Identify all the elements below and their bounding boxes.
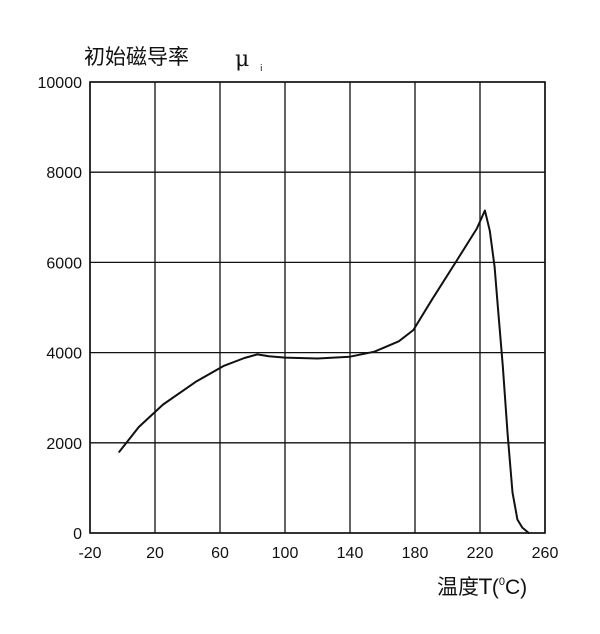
x-tick-label: 140	[337, 545, 364, 562]
x-tick-label: 20	[146, 545, 164, 562]
title-mu-subscript: i	[260, 64, 263, 74]
x-tick-label: 60	[211, 545, 229, 562]
title-mu-symbol: μ	[235, 47, 249, 72]
x-axis-tick-labels: -20 20 60 100 140 180 220 260	[78, 545, 558, 562]
x-tick-label: 100	[272, 545, 299, 562]
x-axis-unit-superscript: 0	[499, 576, 505, 588]
x-tick-label: 180	[402, 545, 429, 562]
y-tick-label: 6000	[46, 255, 82, 272]
plot-frame	[89, 81, 546, 534]
grid-lines	[89, 81, 546, 534]
x-axis-unit-open: (	[492, 576, 499, 599]
x-axis-unit-rest: C)	[505, 576, 527, 599]
permeability-curve	[118, 209, 530, 534]
y-tick-label: 4000	[46, 346, 82, 363]
x-tick-label: 260	[532, 545, 559, 562]
y-tick-label: 8000	[46, 165, 82, 182]
y-tick-label: 10000	[38, 75, 83, 92]
x-tick-label: 220	[467, 545, 494, 562]
x-axis-label: 温度T(0C)	[437, 575, 527, 599]
x-tick-label: -20	[78, 545, 101, 562]
y-tick-label: 0	[73, 526, 82, 543]
y-axis-tick-labels: 0 2000 4000 6000 8000 10000	[38, 75, 83, 543]
y-tick-label: 2000	[46, 436, 82, 453]
chart-title: 初始磁导率	[84, 45, 189, 69]
x-axis-label-text: 温度T	[437, 575, 492, 599]
